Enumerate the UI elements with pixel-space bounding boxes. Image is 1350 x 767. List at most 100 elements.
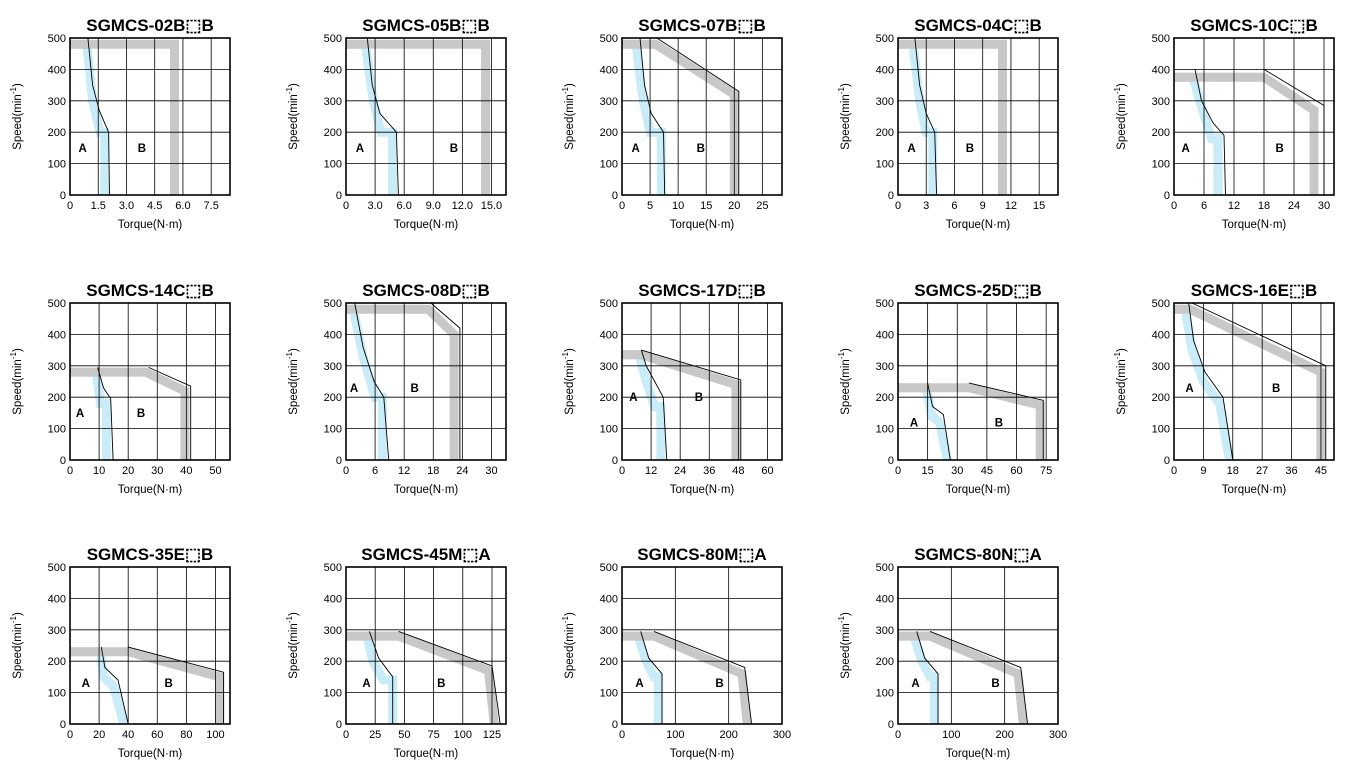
- y-axis-label: Speed(min-1): [561, 83, 576, 150]
- x-tick-label: 0: [619, 729, 625, 741]
- x-axis-label: Torque(N·m): [946, 748, 1011, 760]
- x-axis-label: Torque(N·m): [1222, 219, 1287, 231]
- region-label-a: A: [629, 392, 637, 404]
- series-peak-band: [1174, 72, 1319, 195]
- y-tick-label: 300: [48, 96, 66, 108]
- x-tick-label: 0: [1171, 465, 1177, 477]
- x-tick-label: 50: [398, 729, 410, 741]
- x-tick-label: 30: [485, 465, 497, 477]
- x-tick-label: 60: [761, 465, 773, 477]
- y-tick-label: 0: [336, 455, 342, 467]
- y-tick-label: 200: [48, 127, 66, 139]
- x-tick-label: 7.5: [204, 200, 219, 212]
- x-tick-label: 30: [1318, 200, 1330, 212]
- x-tick-label: 10: [672, 200, 684, 212]
- region-label-a: A: [350, 383, 358, 395]
- x-tick-label: 0: [343, 729, 349, 741]
- x-tick-label: 9: [1200, 465, 1206, 477]
- x-tick-label: 0: [67, 465, 73, 477]
- region-label-b: B: [695, 392, 703, 404]
- y-tick-label: 200: [876, 127, 894, 139]
- y-tick-label: 300: [324, 361, 342, 373]
- series-peak-band: [898, 383, 1045, 460]
- series-boundary-line: [1188, 302, 1234, 461]
- chart-title: SGMCS-35E⬚B: [87, 545, 214, 564]
- y-tick-label: 500: [324, 33, 342, 45]
- series-boundary-line: [1191, 302, 1327, 460]
- y-tick-label: 200: [1152, 127, 1170, 139]
- chart-4: SGMCS-10C⬚B0 6 12 18 24 300100200300400500Tor…: [1113, 16, 1335, 231]
- y-tick-label: 100: [876, 159, 894, 171]
- x-tick-label: 12: [645, 465, 657, 477]
- x-tick-label: 80: [180, 729, 192, 741]
- region-label-b: B: [1276, 143, 1284, 155]
- y-axis-label: Speed(min-1): [561, 612, 576, 679]
- chart-6: SGMCS-08D⬚B0 6 12 18 24 300100200300400500Tor…: [285, 281, 507, 496]
- y-tick-label: 400: [324, 593, 342, 605]
- region-label-b: B: [138, 143, 146, 155]
- x-tick-label: 12: [398, 465, 410, 477]
- chart-title: SGMCS-10C⬚B: [1190, 16, 1318, 35]
- y-tick-label: 200: [324, 392, 342, 404]
- chart-12: SGMCS-80M⬚A 0 100 200 300 0 100 200 300 400 500 Tor…: [561, 545, 791, 760]
- y-tick-label: 200: [48, 392, 66, 404]
- x-tick-label: 25: [756, 200, 768, 212]
- y-tick-label: 0: [888, 719, 894, 731]
- region-label-a: A: [635, 678, 643, 690]
- y-tick-label: 400: [1152, 64, 1170, 76]
- plot-frame: [621, 302, 783, 461]
- region-label-a: A: [907, 143, 915, 155]
- y-axis-label: Speed(min-1): [285, 612, 300, 679]
- plot-frame: [69, 566, 231, 725]
- y-tick-label: 0: [888, 190, 894, 202]
- series-peak-band: [1174, 304, 1326, 460]
- chart-8: SGMCS-25D⬚B 0 15 30 45 60 75 0 100 200 300 400 500 To…: [837, 281, 1059, 496]
- y-tick-label: 300: [876, 625, 894, 637]
- x-tick-label: 0: [895, 465, 901, 477]
- chart-title: SGMCS-04C⬚B: [914, 16, 1042, 35]
- plot-frame: [69, 302, 231, 461]
- plot-frame: [345, 302, 507, 461]
- y-tick-label: 0: [612, 190, 618, 202]
- y-tick-label: 100: [600, 159, 618, 171]
- series-boundary-line: [640, 631, 663, 724]
- y-tick-label: 100: [324, 688, 342, 700]
- x-tick-label: 24: [456, 465, 468, 477]
- series-boundary-line: [641, 349, 742, 460]
- region-label-a: A: [76, 408, 84, 420]
- region-label-a: A: [1182, 143, 1190, 155]
- y-tick-label: 500: [48, 562, 66, 574]
- x-tick-label: 15: [922, 465, 934, 477]
- y-tick-label: 500: [48, 298, 66, 310]
- x-tick-label: 12: [1228, 200, 1240, 212]
- x-tick-label: 100: [666, 729, 684, 741]
- x-axis-label: Torque(N·m): [118, 219, 183, 231]
- y-tick-label: 300: [876, 361, 894, 373]
- chart-1: SGMCS-05B⬚B 0 3.0 6.0 9.0 12.0 15.0 0 100 200 300 4…: [285, 16, 507, 231]
- region-label-b: B: [697, 143, 705, 155]
- region-label-b: B: [165, 678, 173, 690]
- series-boundary-line: [927, 383, 951, 461]
- y-axis-label: Speed(min-1): [837, 348, 852, 415]
- chart-title: SGMCS-45M⬚A: [361, 545, 490, 564]
- series-boundary-line: [398, 630, 501, 725]
- x-tick-label: 6.0: [397, 200, 412, 212]
- x-tick-label: 45: [1315, 465, 1327, 477]
- y-tick-label: 100: [48, 159, 66, 171]
- y-axis-label: Speed(min-1): [1113, 83, 1128, 150]
- x-tick-label: 6: [951, 200, 957, 212]
- y-tick-label: 300: [324, 625, 342, 637]
- region-label-b: B: [437, 678, 445, 690]
- series-boundary-line: [366, 37, 399, 196]
- series-boundary-line: [640, 349, 668, 461]
- y-tick-label: 200: [324, 656, 342, 668]
- x-tick-label: 40: [122, 729, 134, 741]
- plot-frame: [621, 37, 783, 196]
- x-tick-label: 20: [93, 729, 105, 741]
- y-tick-label: 300: [48, 361, 66, 373]
- y-tick-label: 100: [1152, 159, 1170, 171]
- y-tick-label: 300: [324, 96, 342, 108]
- x-tick-label: 9.0: [426, 200, 441, 212]
- series-continuous-band: [898, 383, 952, 461]
